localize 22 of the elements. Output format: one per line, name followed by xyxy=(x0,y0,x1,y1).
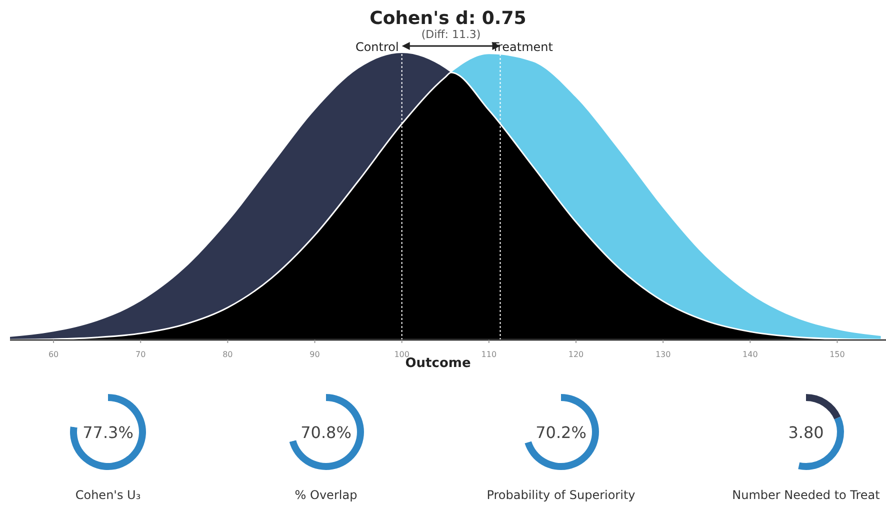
x-tick-label: 80 xyxy=(222,350,233,359)
x-tick-label: 60 xyxy=(48,350,59,359)
text: Cohen's U₃ xyxy=(75,488,141,502)
x-tick-label: 120 xyxy=(568,350,584,359)
x-tick-label: 140 xyxy=(742,350,758,359)
x-tick-label: 100 xyxy=(394,350,410,359)
text: (Diff: 11.3) xyxy=(421,28,481,41)
text: 3.80 xyxy=(788,423,824,442)
x-tick-label: 70 xyxy=(136,350,146,359)
series-label: Control xyxy=(355,40,399,54)
data-label: 77.3% xyxy=(82,423,134,442)
x-tick-label: 150 xyxy=(830,350,845,359)
data-label: 70.2% xyxy=(536,423,586,442)
x-tick-label: 90 xyxy=(310,350,320,359)
text: Number Needed to Treat xyxy=(732,488,880,502)
text: % Overlap xyxy=(294,488,358,502)
text: Probability of Superiority xyxy=(486,488,636,502)
data-label: 70.8% xyxy=(300,423,352,442)
x-tick-label: 110 xyxy=(481,350,497,359)
chart-title: Cohen's d: 0.75 xyxy=(370,8,526,29)
x-axis-title: Outcome xyxy=(405,356,471,371)
x-tick-label: 130 xyxy=(655,350,671,359)
